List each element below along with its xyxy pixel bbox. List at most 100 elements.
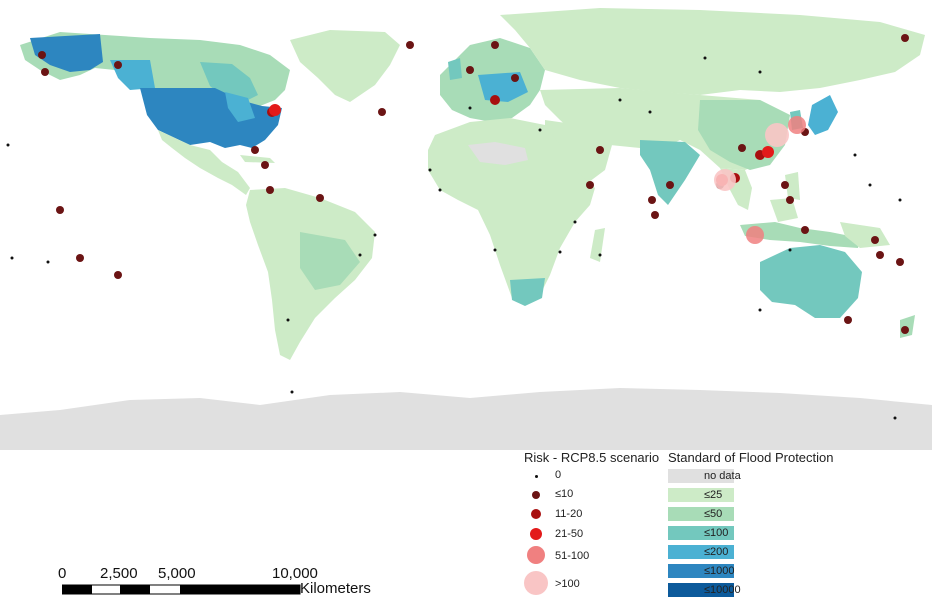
south-africa (510, 278, 545, 306)
antarctica (0, 388, 932, 450)
risk-point (573, 220, 577, 224)
risk-point (648, 110, 652, 114)
risk-point (466, 66, 474, 74)
risk-point (765, 123, 789, 147)
south-america-east (300, 232, 360, 290)
risk-point (896, 258, 904, 266)
risk-point (758, 308, 762, 312)
risk-point (648, 196, 656, 204)
protection-swatch-3 (668, 526, 734, 540)
mexico (158, 130, 250, 195)
sahara-no-data (468, 142, 528, 165)
risk-point (41, 68, 49, 76)
risk-point (286, 318, 290, 322)
land-layer (0, 8, 932, 450)
risk-legend-label-5: >100 (555, 578, 580, 590)
risk-legend-dot-5 (524, 571, 548, 595)
risk-point (538, 128, 542, 132)
risk-point (373, 233, 377, 237)
protection-label-3: ≤100 (704, 527, 729, 539)
risk-point (586, 181, 594, 189)
cuba (240, 155, 275, 163)
risk-point (266, 186, 274, 194)
protection-legend-title: Standard of Flood Protection (668, 450, 834, 465)
risk-point (703, 56, 707, 60)
greenland (290, 30, 400, 102)
risk-point (788, 116, 806, 134)
risk-point (511, 74, 519, 82)
risk-point (46, 260, 50, 264)
japan (808, 95, 838, 135)
protection-label-6: ≤10000 (704, 584, 741, 596)
protection-swatch-4 (668, 545, 734, 559)
protection-label-5: ≤1000 (704, 565, 735, 577)
risk-point (10, 256, 14, 260)
risk-point (801, 226, 809, 234)
australia (760, 245, 862, 318)
philippines (785, 172, 800, 200)
risk-point (893, 416, 897, 420)
risk-point (758, 70, 762, 74)
scale-tick-3: 10,000 (272, 565, 318, 582)
risk-legend-label-1: ≤10 (555, 488, 574, 500)
scale-unit: Kilometers (300, 580, 371, 597)
risk-point (901, 34, 909, 42)
risk-point (56, 206, 64, 214)
risk-legend-label-2: 11-20 (555, 508, 583, 520)
risk-point (738, 144, 746, 152)
risk-point (781, 181, 789, 189)
risk-point (788, 248, 792, 252)
russia (500, 8, 925, 95)
risk-legend-dot-3 (530, 528, 542, 540)
risk-point (898, 198, 902, 202)
risk-point (38, 51, 46, 59)
protection-swatch-1 (668, 488, 734, 502)
risk-points (6, 34, 909, 420)
risk-point (290, 390, 294, 394)
risk-point (251, 146, 259, 154)
protection-swatch-2 (668, 507, 734, 521)
risk-point (428, 168, 432, 172)
risk-point (491, 41, 499, 49)
risk-point (406, 41, 414, 49)
risk-point (786, 196, 794, 204)
indonesia (740, 222, 860, 248)
risk-point (558, 250, 562, 254)
risk-legend-dot-4 (527, 546, 545, 564)
new-zealand (900, 315, 915, 338)
risk-point (651, 211, 659, 219)
risk-legend-label-0: 0 (555, 469, 562, 481)
protection-label-0: no data (704, 470, 741, 482)
risk-point (714, 169, 736, 191)
risk-point (490, 95, 500, 105)
risk-point (468, 106, 472, 110)
scale-tick-2: 5,000 (158, 565, 196, 582)
borneo (770, 198, 798, 222)
risk-point (114, 61, 122, 69)
uk (448, 58, 462, 80)
risk-legend-dot-1 (532, 491, 540, 499)
risk-legend-dot-0 (535, 475, 538, 478)
risk-legend-dot-2 (531, 509, 541, 519)
risk-point (493, 248, 497, 252)
risk-legend-label-3: 21-50 (555, 528, 584, 540)
risk-legend-label-4: 51-100 (555, 550, 590, 562)
risk-point (844, 316, 852, 324)
risk-point (618, 98, 622, 102)
risk-point (853, 153, 857, 157)
scale-bar-graphic (62, 584, 301, 595)
risk-point (746, 226, 764, 244)
africa (428, 118, 595, 305)
protection-swatch-6 (668, 583, 734, 597)
risk-point (871, 236, 879, 244)
protection-label-4: ≤200 (704, 546, 729, 558)
protection-label-2: ≤50 (704, 508, 723, 520)
usa-northeast (225, 92, 255, 122)
world-map (0, 8, 932, 450)
scale-tick-0: 0 (58, 565, 67, 582)
risk-point (438, 188, 442, 192)
risk-legend-title: Risk - RCP8.5 scenario (524, 450, 660, 465)
risk-point (316, 194, 324, 202)
risk-point (598, 253, 602, 257)
protection-swatch-0 (668, 469, 734, 483)
